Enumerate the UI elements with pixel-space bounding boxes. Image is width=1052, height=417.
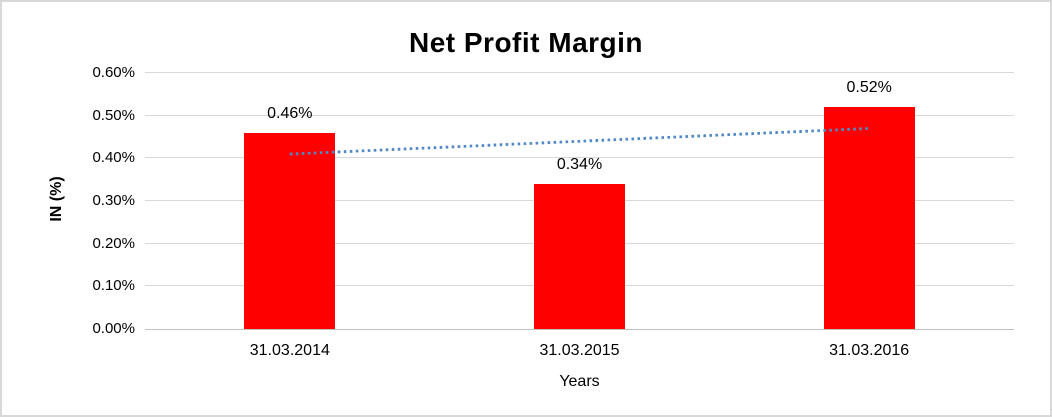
gridline	[145, 72, 1014, 73]
bar-value-label: 0.46%	[267, 104, 313, 122]
chart-title: Net Profit Margin	[408, 27, 644, 58]
x-tick-label: 31.03.2016	[829, 342, 910, 359]
y-tick-label: 0.30%	[92, 192, 135, 209]
bar	[534, 183, 625, 329]
y-tick-label: 0.10%	[92, 277, 135, 295]
x-tick-label: 31.03.2015	[539, 342, 620, 359]
gridline	[145, 157, 1014, 159]
y-tick-label: 0.60%	[92, 64, 135, 81]
x-axis-title: Years	[559, 373, 600, 390]
y-tick-label: 0.50%	[92, 106, 135, 124]
plot-area: 0.46% 0.34% 0.52%	[145, 72, 1014, 330]
bar-value-label: 0.34%	[556, 155, 603, 173]
y-tick-label: 0.40%	[92, 149, 135, 167]
x-axis-line	[145, 329, 1014, 330]
trendline-layer	[289, 127, 870, 156]
trendline	[289, 127, 870, 156]
x-tick-label: 31.03.2014	[249, 342, 330, 359]
y-tick-label: 0.20%	[92, 234, 135, 252]
gridline	[145, 114, 1014, 116]
y-tick-label: 0.00%	[92, 320, 135, 337]
bar-value-label: 0.52%	[846, 79, 892, 97]
bar	[244, 132, 336, 329]
bar	[823, 107, 915, 329]
